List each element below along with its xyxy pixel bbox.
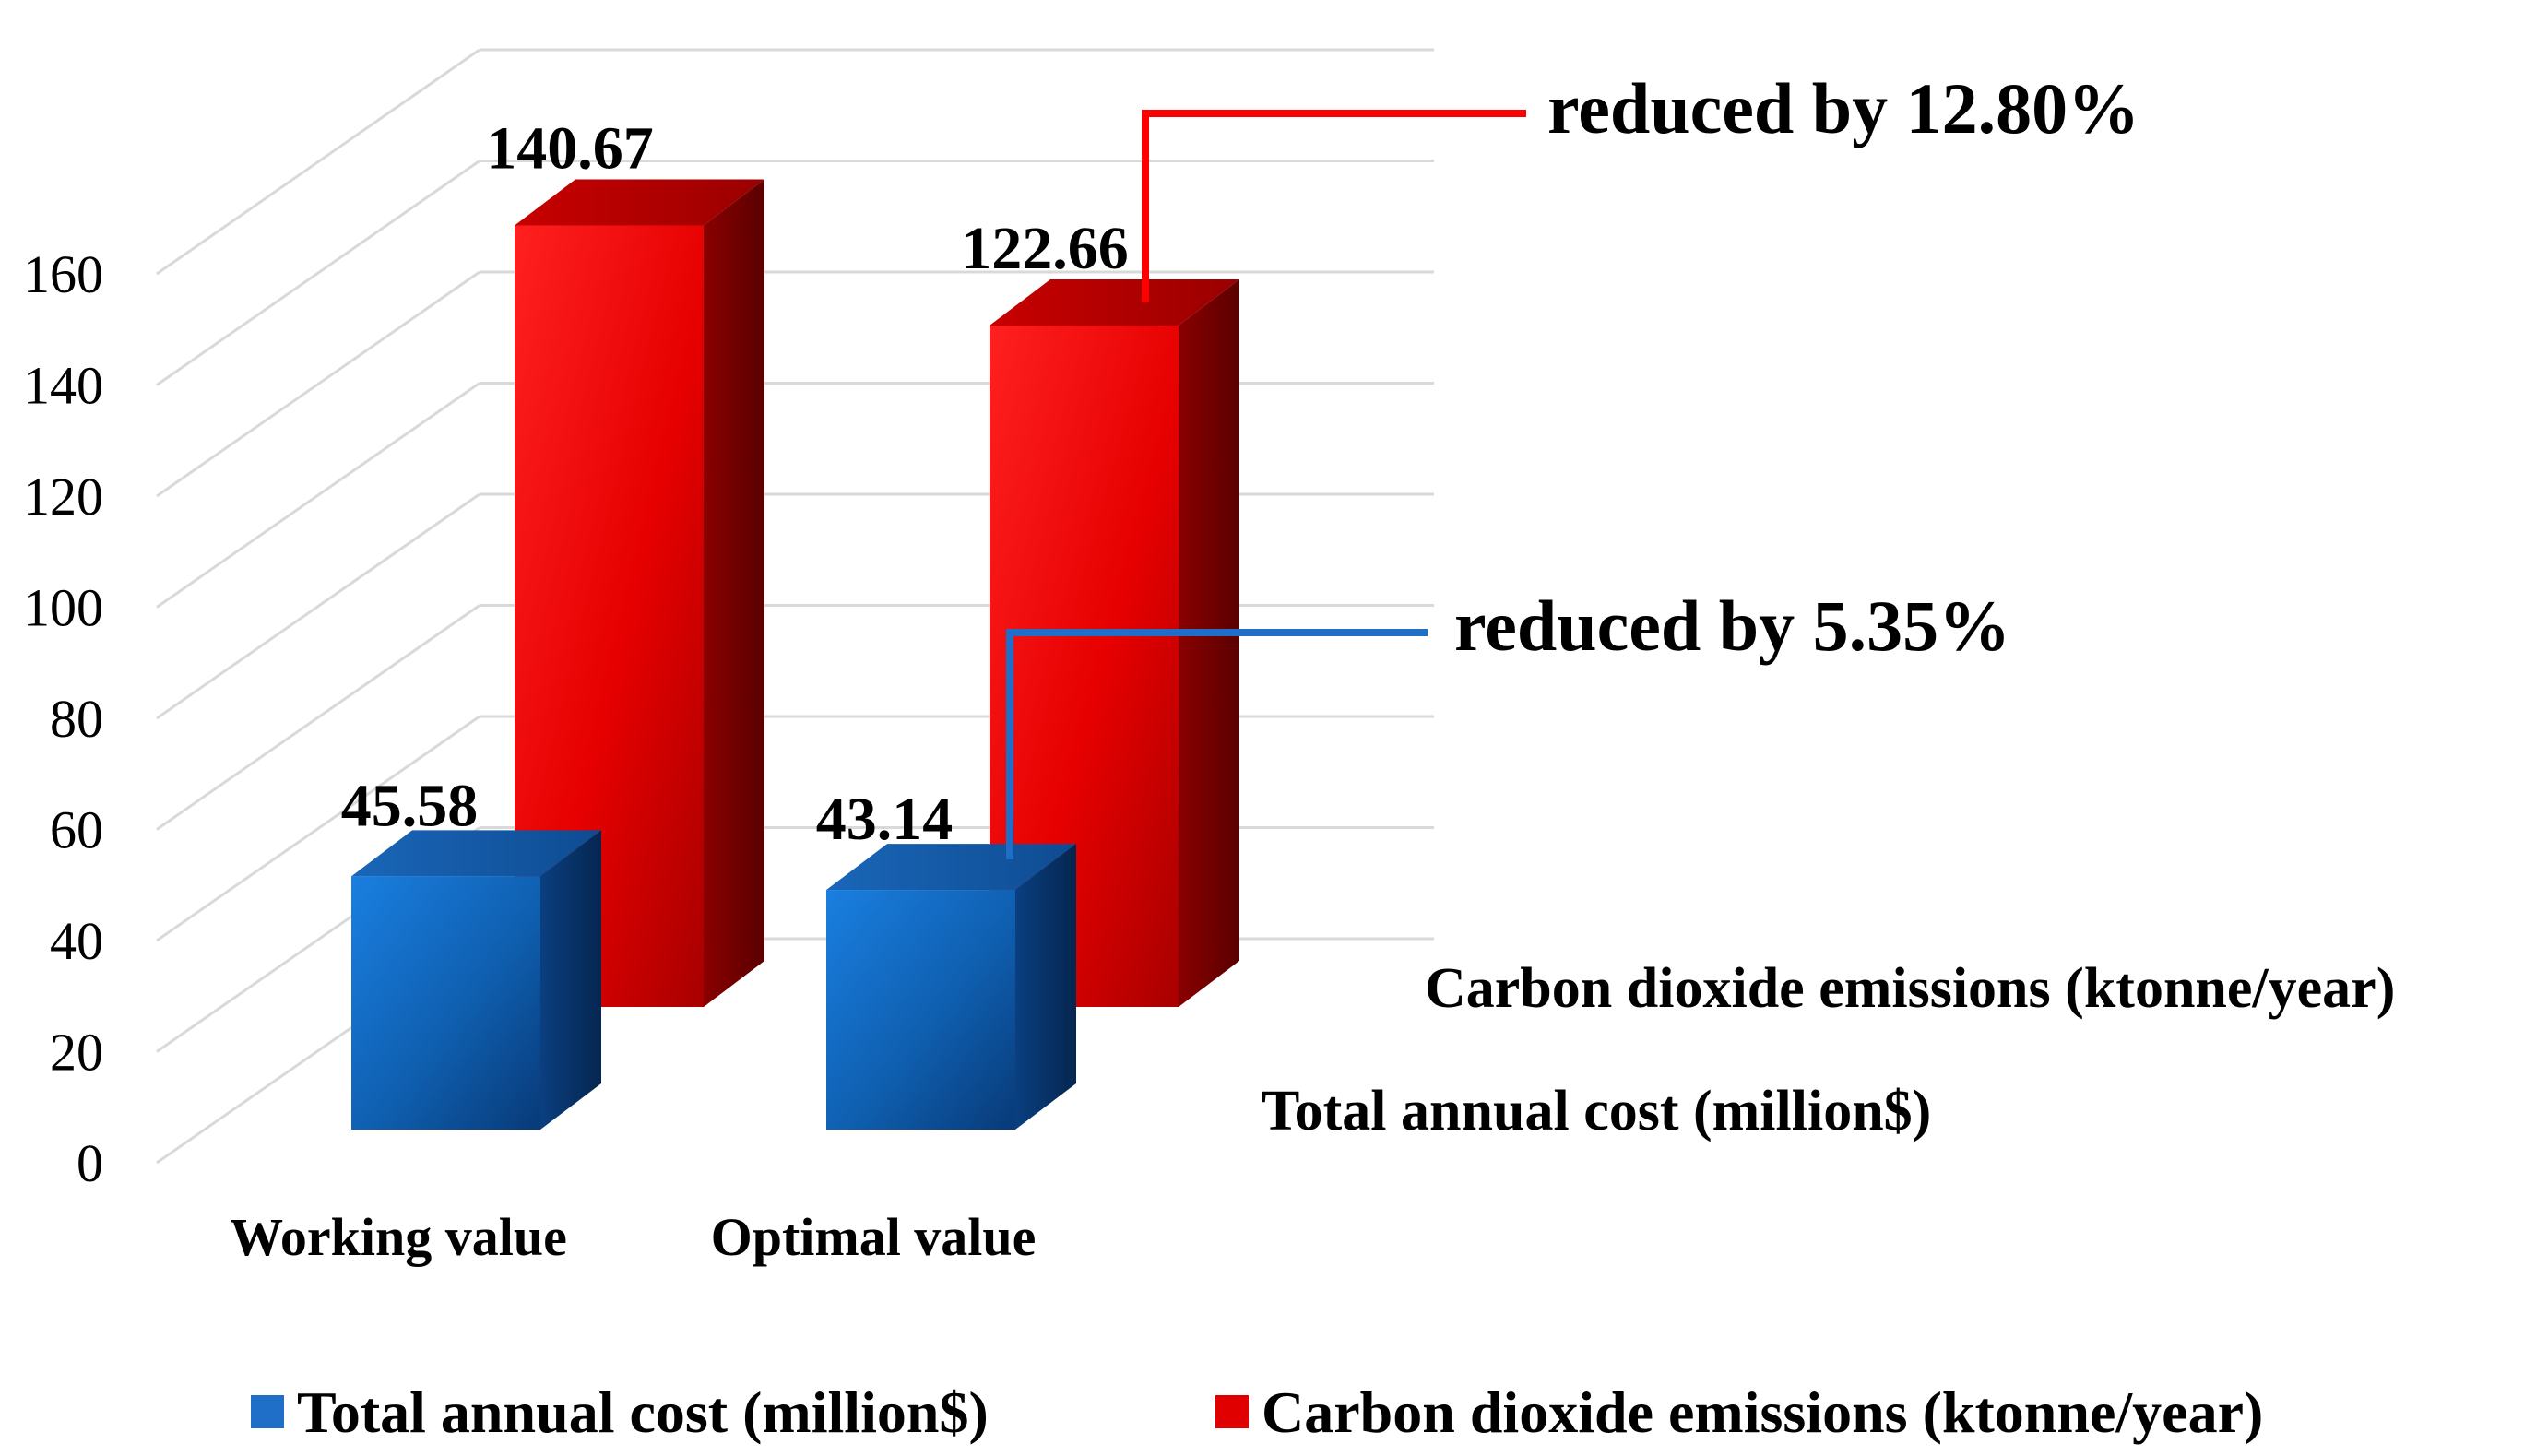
value-label-cost-working: 45.58 (341, 772, 479, 839)
y-tick-label-120: 120 (23, 467, 103, 527)
y-axis: 0 20 40 60 80 100 120 140 160 (23, 244, 103, 1193)
annotation-emissions-reduction: reduced by 12.80% (1547, 68, 2139, 148)
bar-cost-working (351, 876, 540, 1130)
bar-emissions-working-side (704, 179, 764, 1007)
chart: 0 20 40 60 80 100 120 140 160 140.67 122.66 45.5… (0, 0, 2536, 1456)
gridline-diagonal-100 (157, 384, 480, 608)
bar-cost-working-side (540, 830, 601, 1130)
gridline-diagonal-120 (157, 272, 480, 496)
legend: Total annual cost (million$) Carbon diox… (251, 1379, 2263, 1445)
y-tick-label-80: 80 (50, 689, 103, 749)
legend-label-emissions: Carbon dioxide emissions (ktonne/year) (1262, 1379, 2263, 1445)
depth-label-cost: Total annual cost (million$) (1262, 1080, 1931, 1142)
y-tick-label-160: 160 (23, 244, 103, 304)
legend-swatch-cost (251, 1395, 284, 1428)
bar-emissions-optimal-side (1179, 279, 1239, 1007)
category-label-optimal: Optimal value (711, 1207, 1037, 1267)
value-label-emissions-working: 140.67 (486, 114, 654, 182)
category-label-working: Working value (230, 1207, 567, 1267)
gridline-diagonal-160 (157, 50, 480, 274)
bar-cost-optimal (826, 890, 1015, 1130)
y-tick-label-140: 140 (23, 356, 103, 416)
y-tick-label-100: 100 (23, 578, 103, 638)
y-tick-label-40: 40 (50, 911, 103, 971)
annotation-cost-reduction: reduced by 5.35% (1454, 586, 2010, 666)
y-tick-label-60: 60 (50, 800, 103, 860)
y-tick-label-20: 20 (50, 1023, 103, 1083)
legend-swatch-emissions (1215, 1395, 1249, 1428)
gridline-diagonal-80 (157, 494, 480, 718)
gridline-diagonal-140 (157, 161, 480, 385)
value-label-emissions-optimal: 122.66 (961, 215, 1129, 282)
legend-label-cost: Total annual cost (million$) (297, 1379, 989, 1445)
y-tick-label-0: 0 (77, 1133, 103, 1193)
value-label-cost-optimal: 43.14 (816, 786, 954, 853)
gridlines (157, 50, 1434, 1163)
bar-cost-optimal-side (1015, 844, 1076, 1130)
depth-label-emissions: Carbon dioxide emissions (ktonne/year) (1425, 957, 2395, 1020)
callout-line-emissions (1145, 113, 1526, 302)
